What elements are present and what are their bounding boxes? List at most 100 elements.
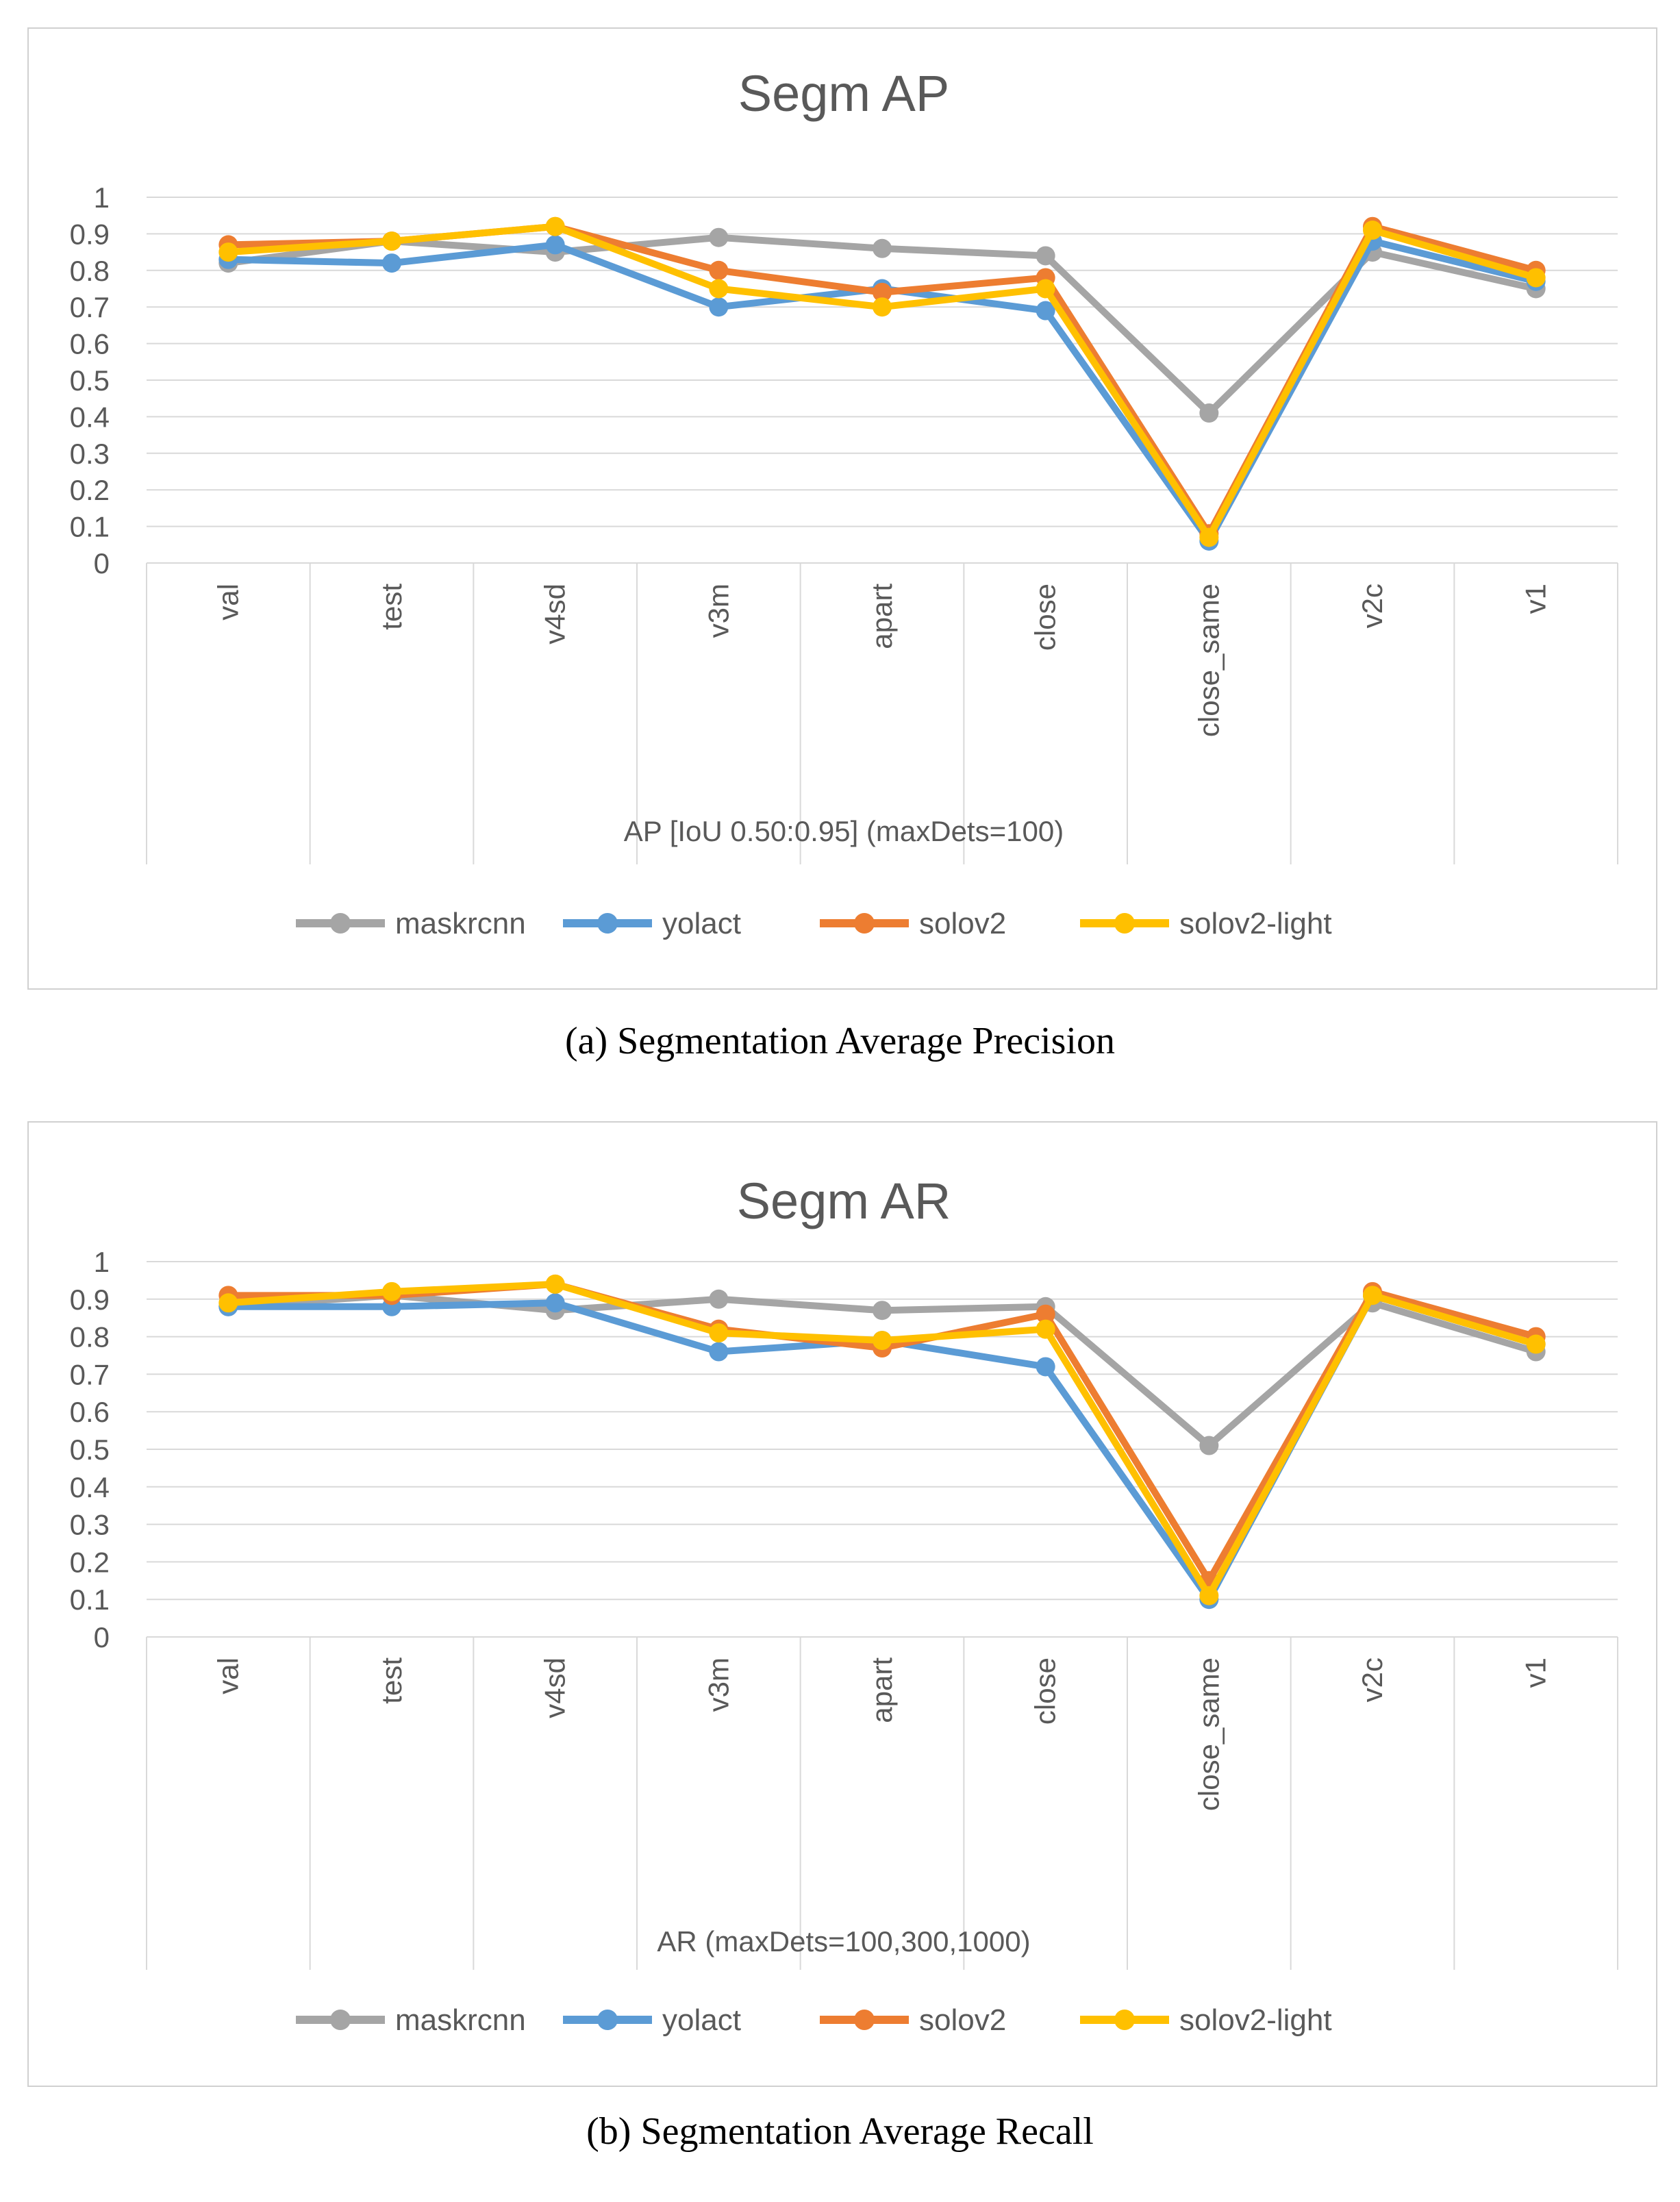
data-point bbox=[709, 279, 729, 299]
data-point bbox=[382, 253, 401, 273]
data-point bbox=[545, 235, 565, 255]
y-tick-label: 0.2 bbox=[70, 1546, 110, 1578]
y-tick-label: 0.3 bbox=[70, 438, 110, 470]
y-tick-label: 0.1 bbox=[70, 1584, 110, 1616]
y-tick-label: 0.6 bbox=[70, 1396, 110, 1428]
data-point bbox=[709, 1342, 729, 1362]
series-solov2-light bbox=[218, 1274, 1546, 1605]
data-point bbox=[709, 1323, 729, 1343]
y-tick-label: 0.9 bbox=[70, 1284, 110, 1316]
data-point bbox=[709, 1289, 729, 1309]
data-point bbox=[1199, 1586, 1219, 1605]
y-tick-label: 0.4 bbox=[70, 1471, 110, 1503]
x-axis-title: AR (maxDets=100,300,1000) bbox=[657, 1925, 1030, 1957]
legend-label: solov2 bbox=[919, 907, 1006, 940]
data-point bbox=[873, 1331, 892, 1351]
caption-ap: (a) Segmentation Average Precision bbox=[565, 1020, 1115, 1062]
data-point bbox=[382, 232, 401, 251]
data-point bbox=[709, 227, 729, 247]
x-tick-label: v2c bbox=[1356, 1657, 1388, 1702]
data-point bbox=[1036, 301, 1055, 321]
data-point bbox=[1199, 403, 1219, 423]
y-tick-label: 1 bbox=[94, 1246, 110, 1278]
legend-swatch-marker bbox=[330, 913, 351, 934]
series-line bbox=[225, 223, 1540, 541]
legend-item-solov2-light: solov2-light bbox=[1080, 907, 1332, 940]
legend-swatch-marker bbox=[1114, 2010, 1135, 2030]
y-tick-label: 0.8 bbox=[70, 255, 110, 287]
chart-title: Segm AR bbox=[737, 1173, 951, 1229]
legend-swatch-marker bbox=[597, 2010, 618, 2030]
y-tick-label: 0.7 bbox=[70, 291, 110, 323]
legend-label: solov2-light bbox=[1179, 2003, 1332, 2037]
y-tick-label: 0.9 bbox=[70, 218, 110, 250]
legend-label: solov2-light bbox=[1179, 907, 1332, 940]
chart-ap: Segm AP 0 0.1 0.2 0.3 0.4 0.5 0.6 0.7 0.8 0.9 1 val t… bbox=[70, 65, 1618, 940]
legend-swatch-marker bbox=[597, 913, 618, 934]
chart-ar: Segm AR 0 0.1 0.2 0.3 0.4 0.5 0.6 0.7 0.8 0.9 1 val t… bbox=[70, 1173, 1618, 2037]
legend-item-maskrcnn: maskrcnn bbox=[296, 2003, 526, 2037]
x-tick-label: close_same bbox=[1192, 1657, 1225, 1811]
x-tick-label: v3m bbox=[702, 1657, 734, 1712]
data-point bbox=[709, 297, 729, 317]
data-point bbox=[1199, 1436, 1219, 1455]
data-point bbox=[1363, 221, 1382, 240]
x-tick-label: v1 bbox=[1520, 584, 1552, 614]
legend-item-maskrcnn: maskrcnn bbox=[296, 907, 526, 940]
caption-ar: (b) Segmentation Average Recall bbox=[586, 2110, 1094, 2153]
data-point bbox=[545, 216, 565, 236]
legend-swatch-marker bbox=[1114, 913, 1135, 934]
y-tick-label: 0.7 bbox=[70, 1358, 110, 1390]
x-tick-label: v1 bbox=[1520, 1657, 1552, 1688]
x-tick-label: val bbox=[212, 1657, 244, 1694]
x-tick-label: close bbox=[1029, 1657, 1062, 1725]
y-tick-label: 1 bbox=[94, 182, 110, 214]
legend-label: maskrcnn bbox=[395, 907, 526, 940]
x-tick-label: close bbox=[1029, 584, 1062, 651]
data-point bbox=[545, 1274, 565, 1294]
x-tick-label: v4sd bbox=[539, 1657, 571, 1718]
data-point bbox=[1526, 1334, 1546, 1354]
data-point bbox=[218, 1293, 238, 1313]
series-maskrcnn bbox=[218, 1286, 1546, 1455]
data-point bbox=[709, 260, 729, 280]
x-tick-label: val bbox=[212, 584, 244, 621]
legend-label: maskrcnn bbox=[395, 2003, 526, 2037]
legend-swatch-marker bbox=[330, 2010, 351, 2030]
legend-swatch-marker bbox=[854, 2010, 875, 2030]
x-tick-label: close_same bbox=[1192, 584, 1225, 737]
data-point bbox=[873, 282, 892, 302]
x-tick-label: apart bbox=[866, 1657, 898, 1723]
legend-item-yolact: yolact bbox=[563, 2003, 741, 2037]
data-point bbox=[1036, 1357, 1055, 1377]
x-axis-title: AP [IoU 0.50:0.95] (maxDets=100) bbox=[624, 815, 1064, 847]
data-point bbox=[873, 238, 892, 258]
data-point bbox=[873, 1301, 892, 1321]
y-tick-label: 0.2 bbox=[70, 474, 110, 506]
data-point bbox=[382, 1281, 401, 1301]
legend-label: yolact bbox=[662, 2003, 741, 2037]
y-tick-label: 0 bbox=[94, 547, 110, 579]
chart-panel-ap: Segm AP 0 0.1 0.2 0.3 0.4 0.5 0.6 0.7 0.8 0.9 1 val t… bbox=[27, 27, 1657, 990]
x-tick-label: test bbox=[375, 584, 408, 630]
y-tick-label: 0.5 bbox=[70, 364, 110, 397]
series-line bbox=[225, 234, 1540, 417]
data-point bbox=[1199, 527, 1219, 547]
legend-item-solov2: solov2 bbox=[820, 2003, 1006, 2037]
x-tick-label: apart bbox=[866, 584, 898, 649]
x-tick-label: v2c bbox=[1356, 584, 1388, 628]
data-point bbox=[218, 242, 238, 262]
y-tick-label: 0.3 bbox=[70, 1509, 110, 1541]
data-point bbox=[1526, 268, 1546, 288]
y-tick-label: 0 bbox=[94, 1621, 110, 1653]
legend-label: solov2 bbox=[919, 2003, 1006, 2037]
legend-item-solov2-light: solov2-light bbox=[1080, 2003, 1332, 2037]
legend-item-yolact: yolact bbox=[563, 907, 741, 940]
legend-label: yolact bbox=[662, 907, 741, 940]
y-tick-label: 0.8 bbox=[70, 1321, 110, 1353]
chart-title: Segm AP bbox=[738, 65, 950, 122]
data-point bbox=[1363, 1286, 1382, 1305]
y-tick-label: 0.4 bbox=[70, 401, 110, 433]
data-point bbox=[1036, 1304, 1055, 1324]
data-point bbox=[545, 1293, 565, 1313]
